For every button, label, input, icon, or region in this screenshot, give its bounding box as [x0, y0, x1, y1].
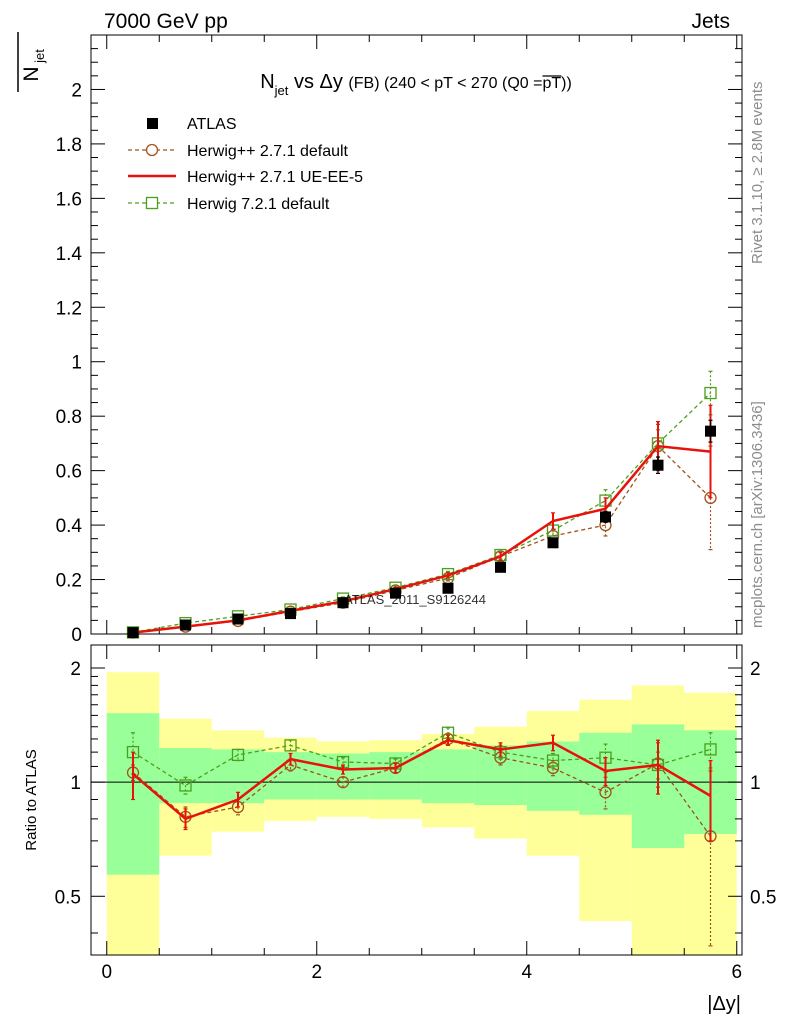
x-tick-label: 6 [731, 962, 742, 983]
ratio-y-tick-label-right: 0.5 [750, 887, 776, 908]
plot-title: Njet vs Δy (FB) (240 < pT < 270 (Q0 =pT)… [260, 71, 572, 98]
ratio-band-inner [421, 749, 475, 804]
legend-marker-herwig7 [145, 196, 159, 210]
legend: ATLAS Herwig++ 2.7.1 default Herwig++ 2.… [128, 116, 363, 213]
ratio-y-tick-label-right: 1 [750, 773, 761, 794]
main-point-atlas [442, 582, 454, 594]
main-y-tick-label: 0.4 [56, 516, 83, 537]
main-y-axis: 0 0.2 0.4 0.6 0.8 1 1.2 1.4 1.6 1.8 2 [56, 35, 742, 646]
main-point-atlas [390, 587, 401, 599]
ratio-point-herwig-7-2-1-default [179, 779, 192, 792]
ratio-y-tick-label-right: 2 [750, 659, 761, 680]
main-point-atlas [705, 425, 716, 437]
main-point-atlas [652, 459, 664, 471]
legend-marker-herwig-default [145, 143, 159, 157]
analysis-watermark: ATLAS_2011_S9126244 [344, 592, 486, 607]
main-line-herwig-7-2-1-default [132, 392, 711, 634]
legend-marker-atlas [147, 118, 158, 129]
main-point-herwig-7-2-1-default [704, 386, 717, 400]
legend-label-herwig-default: Herwig++ 2.7.1 default [187, 143, 349, 160]
x-tick-label: 4 [521, 962, 532, 983]
main-y-label: N jet [17, 32, 47, 92]
ratio-frame [90, 644, 743, 956]
main-y-tick-label: 0 [71, 625, 82, 646]
x-tick-label: 0 [101, 962, 112, 983]
x-axis-label: |Δy| [707, 993, 741, 1015]
ratio-band-inner [159, 748, 212, 804]
x-tick-label: 2 [311, 962, 322, 983]
ratio-series-herwig-2-7-1-ue-ee-5 [131, 734, 713, 842]
main-point-atlas [547, 537, 559, 549]
main-frame [90, 34, 743, 635]
ratio-y-tick-label: 2 [70, 659, 81, 680]
ratio-point-herwig-7-2-1-default [546, 754, 560, 767]
mcplots-info: mcplots.cern.ch [arXiv:1306.3436] [749, 401, 766, 628]
main-y-label-n: N [20, 66, 43, 81]
main-y-tick-label: 1.8 [56, 135, 82, 156]
main-y-tick-label: 1.6 [56, 189, 82, 210]
main-point-atlas [127, 627, 139, 639]
legend-label-herwig7: Herwig 7.2.1 default [187, 196, 330, 213]
main-y-label-sub: jet [32, 49, 47, 64]
main-line-herwig-2-7-1-ue-ee-5 [132, 444, 711, 634]
main-point-atlas [232, 613, 244, 625]
main-point-atlas [495, 561, 506, 573]
ratio-line-herwig-2-7-1-default [132, 738, 712, 837]
ratio-y-tick-label: 0.5 [55, 887, 81, 908]
rivet-info: Rivet 3.1.10, ≥ 2.8M events [749, 82, 766, 265]
legend-label-herwig-ueee5: Herwig++ 2.7.1 UE-EE-5 [187, 169, 363, 186]
main-point-atlas [600, 511, 611, 523]
ratio-point-herwig-7-2-1-default [704, 743, 717, 756]
main-y-tick-label: 0.6 [56, 462, 82, 483]
ratio-panel: 0.5 0.5 1 1 2 2 0 2 4 6 [55, 644, 776, 983]
main-y-tick-label: 0.8 [56, 407, 82, 428]
main-point-atlas [180, 619, 191, 631]
main-y-tick-label: 2 [71, 80, 82, 101]
ratio-point-herwig-2-7-1-default [599, 786, 612, 799]
ratio-point-herwig-7-2-1-default [284, 739, 297, 752]
main-point-atlas [285, 608, 296, 620]
main-series [126, 370, 717, 639]
header-right: Jets [691, 10, 730, 33]
main-y-tick-label: 1 [71, 353, 82, 374]
main-y-tick-label: 1.4 [56, 244, 83, 265]
legend-label-atlas: ATLAS [187, 116, 237, 133]
ratio-series [126, 726, 717, 947]
ratio-y-tick-label: 1 [70, 773, 81, 794]
main-point-atlas [337, 597, 349, 609]
ratio-line-herwig-2-7-1-ue-ee-5 [132, 738, 712, 821]
main-y-tick-label: 1.2 [56, 298, 82, 319]
main-series-atlas [127, 419, 716, 639]
ratio-axes: 0.5 0.5 1 1 2 2 0 2 4 6 [55, 645, 776, 983]
ratio-point-herwig-2-7-1-default [336, 775, 350, 789]
ratio-line-herwig-7-2-1-default [132, 732, 711, 787]
main-y-tick-label: 0.2 [56, 571, 82, 592]
header-left: 7000 GeV pp [104, 10, 228, 33]
main-panel: 0 0.2 0.4 0.6 0.8 1 1.2 1.4 1.6 1.8 2 [56, 34, 743, 646]
ratio-y-label: Ratio to ATLAS [23, 749, 40, 850]
ratio-point-herwig-7-2-1-default [231, 748, 245, 762]
